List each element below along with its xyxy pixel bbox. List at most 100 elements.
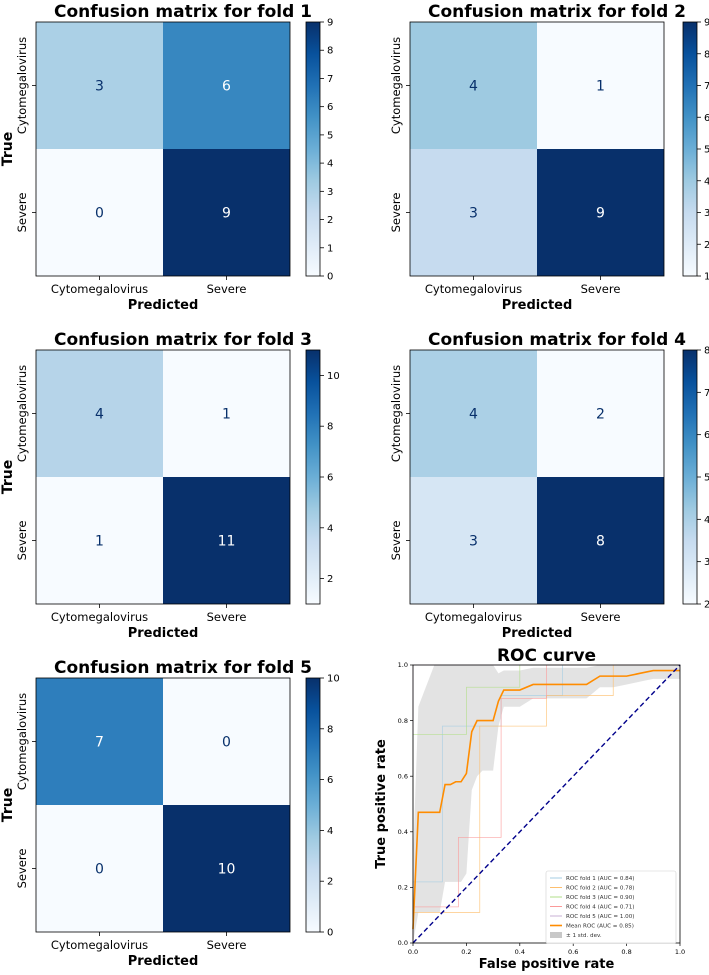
chart-title: Confusion matrix for fold 1	[54, 2, 312, 22]
roc-curve-chart: ROC curve 0.0 0.2 0.4 0.6 0.8 1.0 0.0 0.2 0.4 0.6 0…	[374, 646, 685, 972]
cell-value-label: 4	[469, 79, 478, 95]
colorbar-tick-label: 6	[327, 102, 333, 113]
colorbar-tick-label: 3	[704, 208, 709, 219]
colorbar-tick-label: 3	[704, 557, 709, 568]
colorbar-tick-label: 5	[327, 130, 333, 141]
y-tick-label: Cytomegalovirus	[15, 693, 29, 790]
y-axis-label: True	[0, 460, 16, 494]
x-axis-label: Predicted	[128, 954, 199, 969]
y-tick-label: Cytomegalovirus	[15, 37, 29, 134]
cell-value-label: 0	[222, 735, 231, 751]
roc-y-tick-label: 0.6	[398, 772, 408, 780]
roc-legend: ROC fold 1 (AUC = 0.84) ROC fold 2 (AUC =…	[545, 870, 677, 944]
colorbar-tick-label: 2	[327, 877, 333, 888]
confusion-matrix-fold-5: Confusion matrix for fold 5 7 0 0 10 Cytomega…	[0, 658, 340, 969]
x-tick-label: Severe	[207, 938, 247, 952]
matrix-frame	[409, 349, 665, 605]
legend-box	[545, 870, 677, 944]
cell-value-label: 7	[95, 735, 104, 751]
x-axis-label: Predicted	[502, 626, 573, 641]
cell-value-label: 0	[95, 862, 104, 878]
colorbar-tick-label: 6	[327, 775, 333, 786]
matrix-cell	[36, 805, 163, 932]
roc-fold-line	[412, 664, 680, 943]
confusion-matrix-fold-2: Confusion matrix for fold 2 4 1 3 9 Cytomegal…	[389, 2, 709, 313]
colorbar-tick-label: 8	[704, 346, 709, 357]
colorbar-tick-label: 4	[704, 176, 709, 187]
legend-label: Mean ROC (AUC = 0.85)	[566, 924, 634, 930]
cell-value-label: 4	[469, 407, 478, 423]
matrix-cell	[163, 22, 290, 149]
matrix-cell	[163, 350, 290, 477]
colorbar-tick-label: 5	[704, 473, 709, 484]
roc-title: ROC curve	[497, 646, 596, 666]
roc-x-axis-label: False positive rate	[479, 957, 615, 971]
y-tick-label: Cytomegalovirus	[389, 37, 403, 134]
matrix-cell	[163, 149, 290, 276]
roc-x-tick-label: 0.6	[568, 948, 578, 956]
colorbar-tick-label: 10	[327, 674, 340, 685]
colorbar-tick-label: 6	[327, 473, 333, 484]
matrix-cell	[163, 477, 290, 604]
matrix-cell	[36, 678, 163, 805]
y-tick-label: Cytomegalovirus	[389, 365, 403, 462]
colorbar-tick-label: 2	[704, 240, 709, 251]
chance-line	[412, 664, 681, 944]
x-tick-label: Cytomegalovirus	[51, 938, 148, 952]
legend-label: ROC fold 3 (AUC = 0.90)	[566, 895, 634, 901]
colorbar-tick-label: 0	[327, 928, 333, 939]
colorbar-tick-label: 3	[327, 187, 333, 198]
cell-value-label: 3	[95, 79, 104, 95]
colorbar-tick-label: 9	[327, 18, 333, 29]
cell-value-label: 2	[596, 407, 605, 423]
x-axis-label: Predicted	[128, 626, 199, 641]
matrix-cell	[36, 22, 163, 149]
colorbar-tick-label: 4	[327, 826, 333, 837]
cell-value-label: 10	[218, 862, 236, 878]
colorbar-tick-label: 9	[704, 18, 709, 29]
chart-title: Confusion matrix for fold 5	[54, 658, 312, 678]
x-tick-label: Cytomegalovirus	[51, 610, 148, 624]
x-tick-label: Severe	[207, 610, 247, 624]
colorbar	[305, 677, 321, 933]
x-tick-label: Cytomegalovirus	[51, 282, 148, 296]
roc-y-tick-label: 0.0	[398, 939, 408, 947]
cell-value-label: 6	[222, 79, 231, 95]
cell-value-label: 9	[596, 206, 605, 222]
roc-x-tick-label: 0.0	[408, 948, 418, 956]
matrix-cell	[537, 149, 664, 276]
cell-value-label: 3	[469, 534, 478, 550]
cell-value-label: 3	[469, 206, 478, 222]
x-axis-label: Predicted	[502, 298, 573, 313]
y-tick-label: Severe	[389, 521, 403, 561]
roc-x-tick-label: 0.2	[461, 948, 471, 956]
colorbar-tick-label: 4	[704, 515, 709, 526]
colorbar	[305, 21, 321, 277]
roc-x-tick-label: 1.0	[675, 948, 685, 956]
x-tick-label: Severe	[581, 282, 621, 296]
mean-roc-line	[412, 669, 680, 930]
colorbar-tick-label: 6	[704, 113, 709, 124]
colorbar-tick-label: 4	[327, 523, 333, 534]
chart-title: Confusion matrix for fold 3	[54, 330, 312, 350]
y-axis-label: True	[0, 132, 16, 166]
cell-value-label: 1	[222, 407, 231, 423]
matrix-cell	[537, 477, 664, 604]
matrix-cell	[36, 350, 163, 477]
colorbar-tick-label: 2	[327, 574, 333, 585]
colorbar-tick-label: 2	[704, 600, 709, 611]
matrix-cell	[537, 22, 664, 149]
roc-x-tick-label: 0.4	[515, 948, 525, 956]
roc-y-tick-label: 0.4	[398, 828, 408, 836]
colorbar-tick-label: 7	[704, 388, 709, 399]
colorbar-tick-label: 4	[327, 159, 333, 170]
y-axis-label: True	[0, 788, 16, 822]
legend-label: ROC fold 2 (AUC = 0.78)	[566, 886, 634, 892]
matrix-cell	[410, 149, 537, 276]
colorbar	[682, 349, 698, 605]
x-tick-label: Severe	[207, 282, 247, 296]
legend-label: ROC fold 5 (AUC = 1.00)	[566, 914, 634, 920]
roc-fold-line	[412, 664, 680, 943]
colorbar-tick-label: 0	[327, 272, 333, 283]
cell-value-label: 11	[218, 534, 236, 550]
